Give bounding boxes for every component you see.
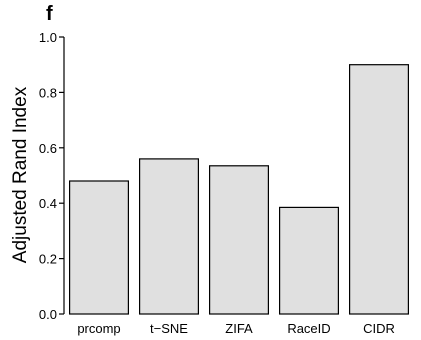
x-tick-label: CIDR [363, 321, 395, 336]
x-tick-label: t−SNE [150, 321, 188, 336]
bar-0 [68, 180, 129, 315]
bar-4 [349, 64, 410, 315]
x-tick-label: prcomp [77, 321, 120, 336]
y-tick-label: 0.8 [39, 85, 57, 100]
panel-label: f [46, 3, 53, 25]
bars [68, 64, 410, 315]
y-tick-label: 1.0 [39, 30, 57, 45]
bar-2 [209, 165, 270, 315]
y-tick-label: 0.0 [39, 307, 57, 322]
x-tick-label: ZIFA [225, 321, 253, 336]
y-axis: 0.0 0.2 0.4 0.6 0.8 1.0 [39, 30, 65, 322]
x-axis-labels: prcomp t−SNE ZIFA RaceID CIDR [77, 321, 395, 336]
bar-1 [139, 158, 200, 315]
y-tick-label: 0.6 [39, 141, 57, 156]
y-tick-label: 0.4 [39, 196, 57, 211]
y-axis-title: Adjusted Rand Index [10, 86, 31, 263]
y-tick-label: 0.2 [39, 252, 57, 267]
bar-3 [279, 206, 340, 315]
x-tick-label: RaceID [287, 321, 330, 336]
